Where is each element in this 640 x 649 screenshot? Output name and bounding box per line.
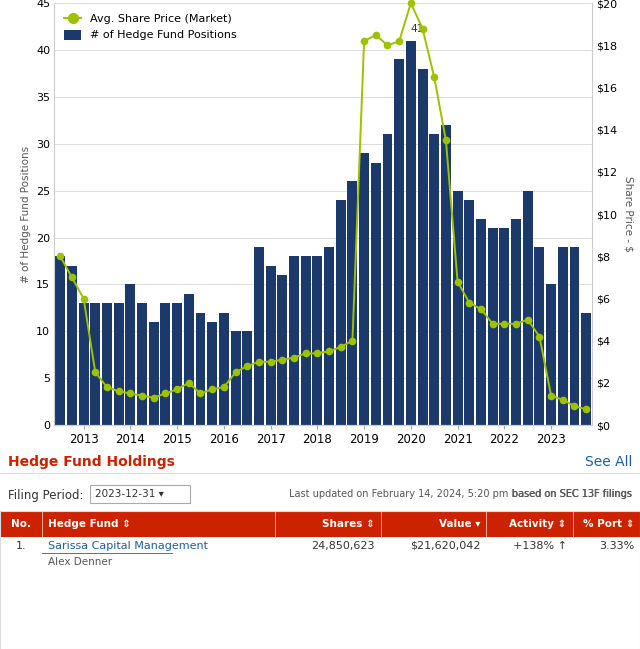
Bar bbox=[511, 219, 521, 425]
Bar bbox=[196, 313, 205, 425]
Text: based on SEC 13F filings: based on SEC 13F filings bbox=[509, 489, 632, 498]
Bar bbox=[581, 313, 591, 425]
Bar bbox=[289, 256, 299, 425]
Bar bbox=[0, 511, 640, 537]
Text: Hedge Fund ⇕: Hedge Fund ⇕ bbox=[47, 519, 131, 529]
Bar bbox=[534, 247, 545, 425]
Bar bbox=[558, 247, 568, 425]
Bar bbox=[125, 284, 135, 425]
Bar bbox=[172, 303, 182, 425]
Text: 3.33%: 3.33% bbox=[599, 541, 634, 551]
Bar bbox=[371, 163, 381, 425]
Bar bbox=[324, 247, 334, 425]
Text: 2023-12-31 ▾: 2023-12-31 ▾ bbox=[95, 489, 164, 498]
Bar bbox=[406, 41, 416, 425]
Bar bbox=[429, 134, 439, 425]
Bar bbox=[312, 256, 323, 425]
Text: Value ▾: Value ▾ bbox=[439, 519, 481, 529]
Bar bbox=[0, 511, 640, 649]
Bar bbox=[336, 200, 346, 425]
Bar bbox=[488, 228, 498, 425]
Text: Last updated on February 14, 2024, 5:20 pm based on SEC 13F filings: Last updated on February 14, 2024, 5:20 … bbox=[289, 489, 632, 498]
Bar bbox=[465, 200, 474, 425]
Bar bbox=[219, 313, 229, 425]
Bar bbox=[79, 303, 88, 425]
Bar bbox=[243, 332, 252, 425]
Text: Alex Denner: Alex Denner bbox=[47, 557, 112, 567]
Text: Sarissa Capital Management: Sarissa Capital Management bbox=[47, 541, 207, 551]
Bar bbox=[301, 256, 310, 425]
Bar bbox=[277, 275, 287, 425]
Bar bbox=[266, 265, 276, 425]
Text: Shares ⇕: Shares ⇕ bbox=[322, 519, 375, 529]
Bar bbox=[499, 228, 509, 425]
Bar bbox=[148, 322, 159, 425]
Text: 24,850,623: 24,850,623 bbox=[311, 541, 375, 551]
Bar bbox=[359, 153, 369, 425]
Text: Hedge Fund Holdings: Hedge Fund Holdings bbox=[8, 454, 175, 469]
Text: 41: 41 bbox=[410, 24, 423, 34]
Bar bbox=[348, 181, 357, 425]
Bar bbox=[417, 69, 428, 425]
Bar bbox=[230, 332, 241, 425]
Text: See All: See All bbox=[584, 454, 632, 469]
Bar bbox=[90, 485, 190, 503]
Bar bbox=[254, 247, 264, 425]
Text: 1.: 1. bbox=[15, 541, 26, 551]
Bar bbox=[137, 303, 147, 425]
Bar bbox=[207, 322, 217, 425]
Bar bbox=[102, 303, 112, 425]
Bar bbox=[383, 134, 392, 425]
Legend: Avg. Share Price (Market), # of Hedge Fund Positions: Avg. Share Price (Market), # of Hedge Fu… bbox=[60, 9, 241, 45]
Bar bbox=[90, 303, 100, 425]
Bar bbox=[570, 247, 579, 425]
Text: No.: No. bbox=[11, 519, 31, 529]
Bar bbox=[55, 256, 65, 425]
Bar bbox=[476, 219, 486, 425]
Text: +138% ↑: +138% ↑ bbox=[513, 541, 567, 551]
Bar bbox=[114, 303, 124, 425]
Y-axis label: Share Price - $: Share Price - $ bbox=[624, 177, 634, 252]
Bar bbox=[67, 265, 77, 425]
Bar bbox=[184, 294, 194, 425]
Bar bbox=[523, 191, 532, 425]
Bar bbox=[546, 284, 556, 425]
Text: % Port ⇕: % Port ⇕ bbox=[582, 519, 634, 529]
Text: $21,620,042: $21,620,042 bbox=[410, 541, 481, 551]
Text: Activity ⇕: Activity ⇕ bbox=[509, 519, 567, 529]
Bar bbox=[452, 191, 463, 425]
Y-axis label: # of Hedge Fund Positions: # of Hedge Fund Positions bbox=[20, 145, 31, 283]
Text: Filing Period:: Filing Period: bbox=[8, 489, 83, 502]
Bar bbox=[394, 60, 404, 425]
Bar bbox=[161, 303, 170, 425]
Bar bbox=[441, 125, 451, 425]
